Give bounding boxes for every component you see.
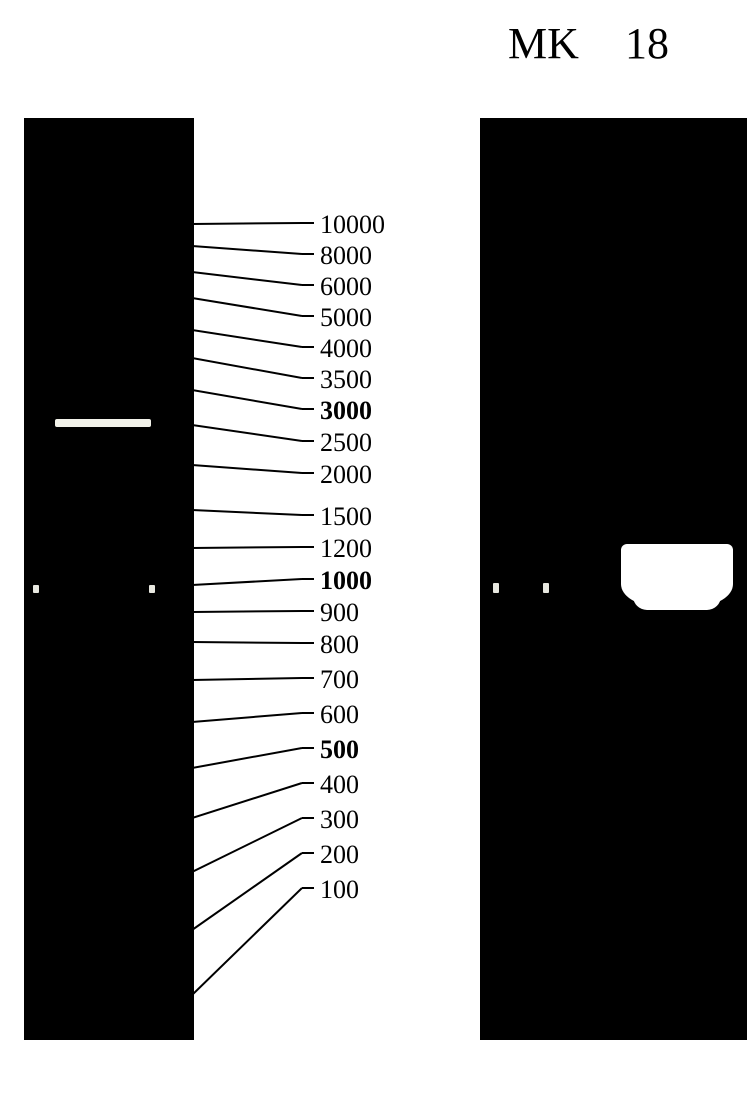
- sample18-band: [621, 544, 733, 606]
- bp-label-100: 100: [320, 875, 359, 905]
- column-label-mk: MK: [508, 18, 579, 69]
- bp-label-600: 600: [320, 700, 359, 730]
- bp-label-800: 800: [320, 630, 359, 660]
- lane1-dot-right: [149, 585, 155, 593]
- bp-label-5000: 5000: [320, 303, 372, 333]
- bp-label-500: 500: [320, 735, 359, 765]
- column-label-18: 18: [625, 18, 669, 69]
- column-labels: MK 18: [0, 18, 754, 78]
- bp-label-3000: 3000: [320, 396, 372, 426]
- bp-label-1500: 1500: [320, 502, 372, 532]
- bp-label-2000: 2000: [320, 460, 372, 490]
- bp-label-10000: 10000: [320, 210, 385, 240]
- bp-label-300: 300: [320, 805, 359, 835]
- bp-label-2500: 2500: [320, 428, 372, 458]
- bp-label-4000: 4000: [320, 334, 372, 364]
- gel-lane-right: [480, 118, 747, 1040]
- bp-label-900: 900: [320, 598, 359, 628]
- bp-label-700: 700: [320, 665, 359, 695]
- bp-label-3500: 3500: [320, 365, 372, 395]
- lane2-mk-dot-b: [543, 583, 549, 593]
- lane1-band-3000: [55, 419, 151, 427]
- bp-label-8000: 8000: [320, 241, 372, 271]
- lane1-dot-left: [33, 585, 39, 593]
- bp-label-200: 200: [320, 840, 359, 870]
- lane2-mk-dot-a: [493, 583, 499, 593]
- gel-lane-left: [24, 118, 194, 1040]
- bp-label-1000: 1000: [320, 566, 372, 596]
- bp-label-1200: 1200: [320, 534, 372, 564]
- bp-label-6000: 6000: [320, 272, 372, 302]
- bp-label-400: 400: [320, 770, 359, 800]
